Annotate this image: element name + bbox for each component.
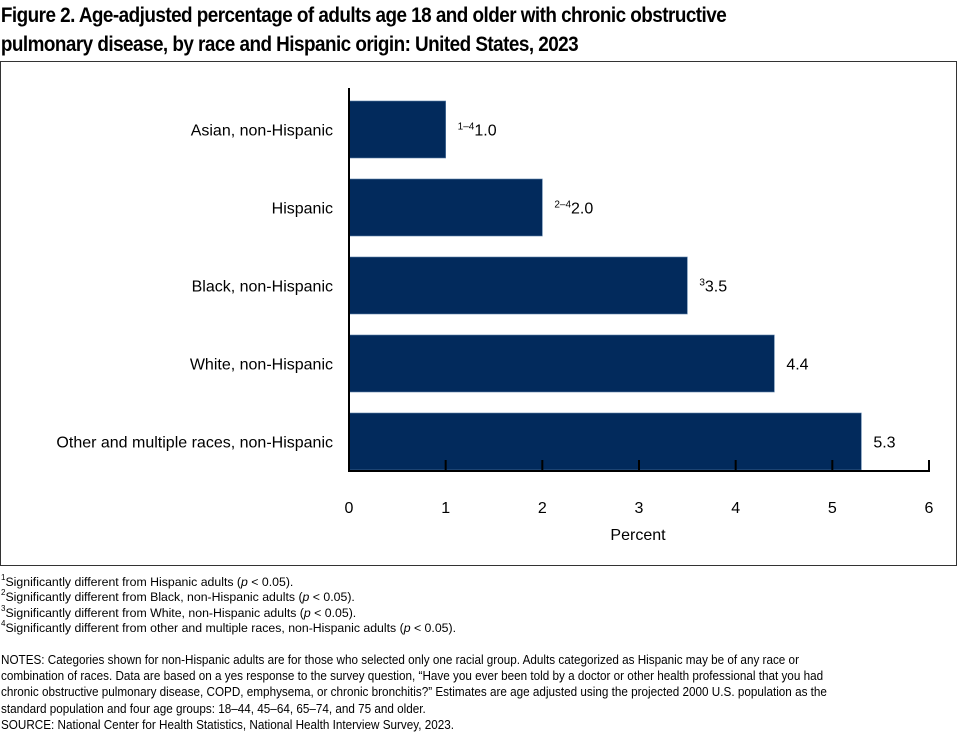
figure-title-line-1: Figure 2. Age-adjusted percentage of adu…: [0, 4, 727, 27]
chart-frame: [0, 61, 957, 566]
bar: [348, 412, 862, 471]
notes-line-3: chronic obstructive pulmonary disease, C…: [1, 684, 827, 700]
notes-block: NOTES: Categories shown for non-Hispanic…: [1, 652, 955, 733]
footnote-tail: < 0.05).: [310, 605, 357, 620]
category-label: Black, non-Hispanic: [192, 279, 333, 296]
x-tick-label: 4: [731, 500, 740, 517]
value-labels: 1–41.0 2–42.0 33.5 4.4 5.3: [458, 122, 896, 452]
footnote-text: Significantly different from White, non-…: [5, 605, 304, 620]
value-label: 33.5: [699, 278, 727, 296]
x-axis-label: Percent: [610, 527, 666, 544]
figure-title-line-2: pulmonary disease, by race and Hispanic …: [0, 33, 579, 56]
figure-title: Figure 2. Age-adjusted percentage of adu…: [0, 0, 865, 59]
x-tick-label: 3: [635, 500, 644, 517]
bar: [348, 334, 775, 393]
value-label-superscript: 3: [699, 278, 705, 289]
footnote-2: 2Significantly different from Black, non…: [1, 588, 959, 605]
footnote-3: 3Significantly different from White, non…: [1, 603, 959, 621]
x-tick-label: 1: [441, 500, 450, 517]
value-label-number: 2.0: [571, 201, 593, 218]
bar: [348, 100, 446, 159]
category-labels: Asian, non-Hispanic Hispanic Black, non-Hi…: [56, 123, 333, 452]
value-label: 5.3: [873, 435, 895, 452]
value-label: 1–41.0: [458, 122, 497, 140]
bar: [348, 256, 688, 315]
value-label-superscript: 1–4: [458, 122, 475, 133]
source-line: SOURCE: National Center for Health Stati…: [1, 716, 455, 732]
footnote-text: Significantly different from Hispanic ad…: [5, 575, 242, 589]
value-label-number: 1.0: [474, 123, 496, 140]
footnote-tail: < 0.05).: [247, 575, 294, 589]
notes-line-4: standard population and four age groups:…: [1, 700, 426, 716]
footnote-4: 4Significantly different from other and …: [1, 619, 959, 636]
category-label: Hispanic: [272, 201, 333, 218]
category-label: Asian, non-Hispanic: [191, 123, 333, 140]
notes-line-2: combination of races. Data are based on …: [1, 668, 824, 684]
footnote-p: p: [241, 575, 248, 589]
footnote-1: 1Significantly different from Hispanic a…: [1, 573, 959, 590]
x-tick-label: 2: [538, 500, 547, 517]
category-label: White, non-Hispanic: [190, 357, 333, 374]
footnote-marker: 3: [1, 603, 6, 613]
value-label-number: 3.5: [705, 279, 727, 296]
footnote-marker: 4: [1, 619, 6, 629]
bar-chart: Asian, non-Hispanic Hispanic Black, non-Hi…: [56, 88, 934, 544]
footnote-text: Significantly different from Black, non-…: [5, 590, 303, 605]
x-tick-label: 5: [828, 500, 837, 517]
value-label: 4.4: [786, 357, 808, 374]
footnote-tail: < 0.05).: [309, 590, 355, 605]
bar: [348, 178, 543, 237]
footnote-marker: 1: [1, 573, 6, 582]
category-label: Other and multiple races, non-Hispanic: [56, 435, 333, 452]
bars-group: [348, 100, 862, 471]
footnote-p: p: [403, 621, 411, 636]
footnote-p: p: [303, 605, 311, 620]
footnote-p: p: [302, 590, 310, 605]
x-tick-label: 6: [925, 500, 934, 517]
value-label-superscript: 2–4: [554, 200, 571, 211]
x-tick-label: 0: [345, 500, 354, 517]
value-label: 2–42.0: [554, 200, 593, 218]
footnote-tail: < 0.05).: [410, 621, 457, 636]
footnote-marker: 2: [1, 588, 6, 598]
axes-group: 0 1 2 3 4 5 6: [345, 88, 934, 517]
footnotes: 1Significantly different from Hispanic a…: [1, 573, 959, 637]
footnote-text: Significantly different from other and m…: [5, 621, 404, 636]
notes-line-1: NOTES: Categories shown for non-Hispanic…: [1, 652, 799, 667]
